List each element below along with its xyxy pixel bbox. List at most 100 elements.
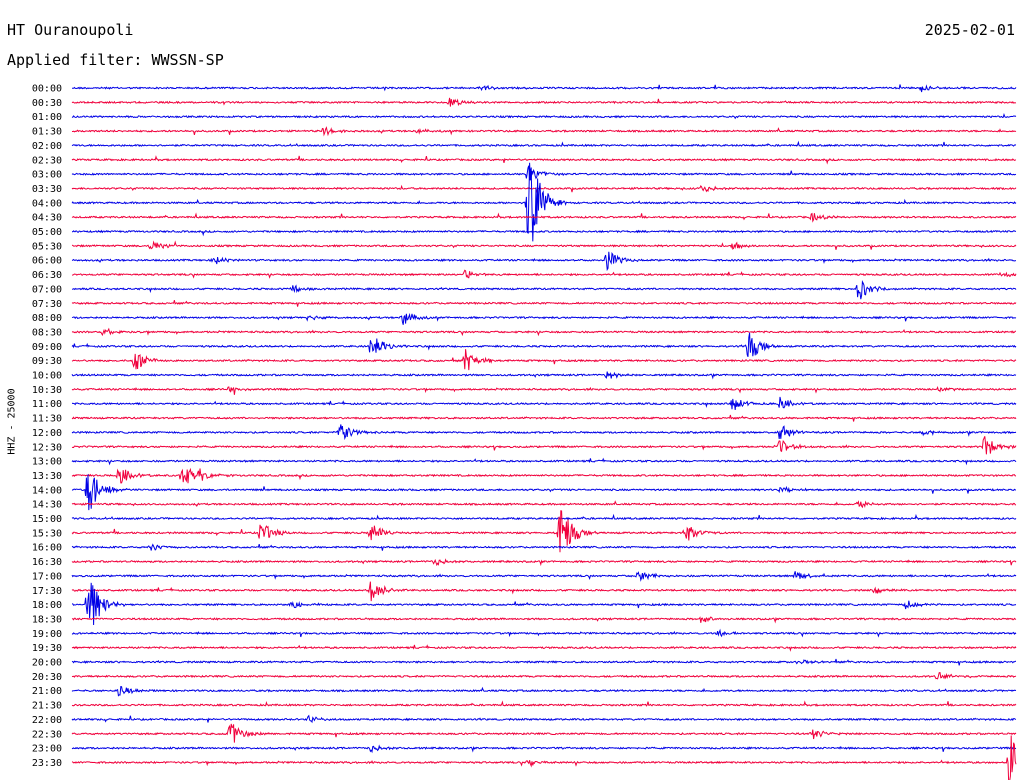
- row-time-label: 15:30: [32, 528, 62, 539]
- row-label-group: 00:00 00:30 01:00 01:30 02:00 02:30 03:00 03:30…: [32, 84, 62, 769]
- row-time-label: 20:00: [32, 658, 62, 669]
- row-time-label: 21:30: [32, 701, 62, 712]
- row-time-label: 01:00: [32, 112, 62, 123]
- row-time-label: 02:00: [32, 141, 62, 152]
- trace-line: [71, 212, 1017, 223]
- trace-line: [71, 467, 1017, 484]
- trace-line: [71, 349, 1017, 371]
- row-time-label: 10:00: [32, 371, 62, 382]
- row-time-label: 03:30: [32, 184, 62, 195]
- trace-line: [71, 723, 1017, 743]
- row-time-label: 22:00: [32, 715, 62, 726]
- station-title: HT Ouranoupoli: [7, 21, 134, 39]
- row-time-label: 04:30: [32, 213, 62, 224]
- trace-line: [71, 510, 1017, 553]
- row-time-label: 03:00: [32, 170, 62, 181]
- row-time-label: 12:00: [32, 428, 62, 439]
- row-time-label: 16:30: [32, 557, 62, 568]
- row-time-label: 06:30: [32, 270, 62, 281]
- trace-line: [71, 229, 1017, 237]
- trace-line: [71, 332, 1017, 357]
- filter-label: Applied filter: WWSSN-SP: [7, 51, 224, 69]
- row-time-label: 17:30: [32, 586, 62, 597]
- trace-line: [71, 97, 1017, 107]
- trace-line: [71, 424, 1017, 441]
- row-time-label: 18:30: [32, 614, 62, 625]
- trace-line: [71, 396, 1017, 411]
- trace-line: [71, 312, 1017, 325]
- trace-line: [71, 251, 1017, 272]
- trace-line: [71, 671, 1017, 680]
- trace-line: [71, 500, 1017, 509]
- trace-line: [71, 300, 1017, 307]
- trace-line: [71, 84, 1017, 93]
- trace-line: [71, 474, 1017, 511]
- row-time-label: 06:00: [32, 256, 62, 267]
- row-time-label: 13:00: [32, 457, 62, 468]
- row-time-label: 18:00: [32, 600, 62, 611]
- trace-line: [71, 162, 1017, 242]
- row-time-label: 16:00: [32, 543, 62, 554]
- date-label: 2025-02-01: [924, 21, 1015, 39]
- row-time-label: 14:00: [32, 485, 62, 496]
- row-time-label: 01:30: [32, 127, 62, 138]
- trace-line: [71, 735, 1017, 780]
- trace-line: [71, 616, 1017, 624]
- row-time-label: 08:30: [32, 327, 62, 338]
- row-time-label: 12:30: [32, 442, 62, 453]
- trace-line: [71, 644, 1017, 652]
- trace-line: [71, 140, 1017, 148]
- row-time-label: 09:00: [32, 342, 62, 353]
- trace-line: [71, 371, 1017, 380]
- trace-line: [71, 513, 1017, 521]
- row-time-label: 04:00: [32, 198, 62, 209]
- row-time-label: 23:00: [32, 744, 62, 755]
- row-time-label: 00:30: [32, 98, 62, 109]
- row-time-label: 23:30: [32, 758, 62, 769]
- trace-line: [71, 581, 1017, 602]
- trace-line: [71, 744, 1017, 754]
- trace-line: [71, 628, 1017, 638]
- row-time-label: 11:00: [32, 399, 62, 410]
- trace-line: [71, 685, 1017, 697]
- trace-line: [71, 269, 1017, 279]
- row-time-label: 15:00: [32, 514, 62, 525]
- row-time-label: 07:00: [32, 284, 62, 295]
- row-time-label: 13:30: [32, 471, 62, 482]
- row-time-label: 20:30: [32, 672, 62, 683]
- trace-line: [71, 165, 1017, 181]
- trace-line: [71, 658, 1017, 666]
- trace-line: [71, 543, 1017, 551]
- trace-line: [71, 279, 1017, 300]
- row-time-label: 05:00: [32, 227, 62, 238]
- row-time-label: 02:30: [32, 155, 62, 166]
- row-time-label: 14:30: [32, 500, 62, 511]
- row-time-label: 19:00: [32, 629, 62, 640]
- trace-line: [71, 571, 1017, 582]
- row-time-label: 22:30: [32, 729, 62, 740]
- trace-line: [71, 240, 1017, 250]
- row-time-label: 05:30: [32, 241, 62, 252]
- trace-line: [71, 126, 1017, 137]
- trace-line: [71, 327, 1017, 337]
- trace-group: [71, 84, 1017, 780]
- trace-line: [71, 436, 1017, 455]
- row-time-label: 00:00: [32, 84, 62, 95]
- trace-line: [71, 714, 1017, 724]
- row-time-label: 07:30: [32, 299, 62, 310]
- trace-line: [71, 113, 1017, 120]
- trace-line: [71, 700, 1017, 707]
- row-time-label: 17:00: [32, 571, 62, 582]
- trace-line: [71, 558, 1017, 567]
- trace-line: [71, 184, 1017, 193]
- trace-line: [71, 385, 1017, 395]
- row-time-label: 09:30: [32, 356, 62, 367]
- trace-line: [71, 155, 1017, 165]
- trace-line: [71, 457, 1017, 466]
- row-time-label: 21:00: [32, 686, 62, 697]
- row-time-label: 19:30: [32, 643, 62, 654]
- row-time-label: 11:30: [32, 414, 62, 425]
- row-time-label: 08:00: [32, 313, 62, 324]
- trace-line: [71, 414, 1017, 422]
